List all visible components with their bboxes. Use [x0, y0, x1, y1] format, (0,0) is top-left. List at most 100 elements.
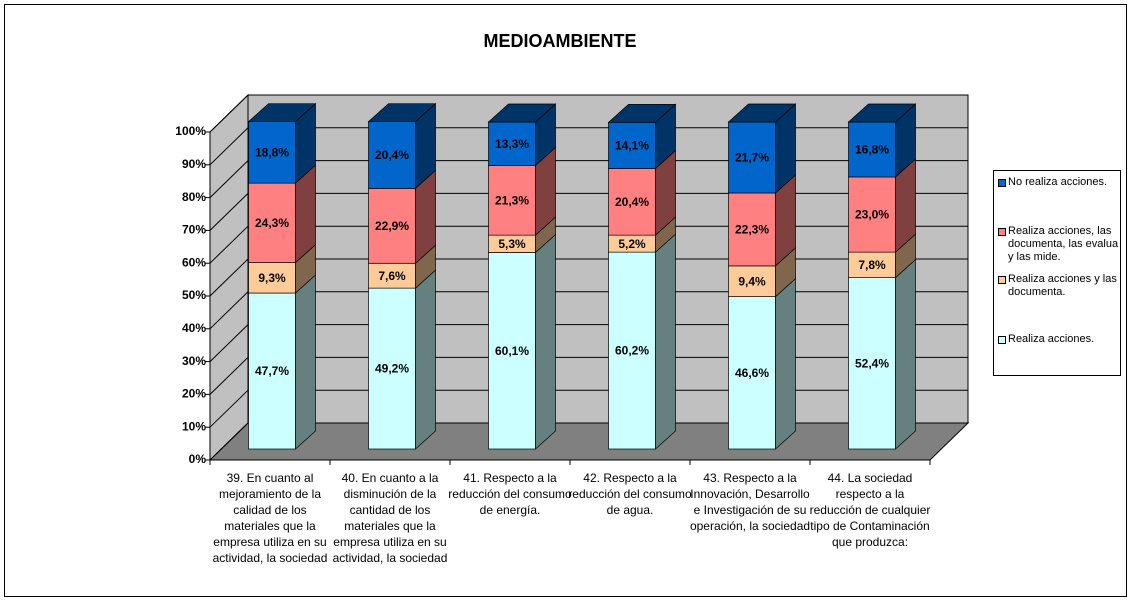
- bar-side: [895, 258, 916, 450]
- x-tick-label: 44. La sociedad respecto a la reducción …: [809, 471, 931, 549]
- data-label: 13,3%: [495, 137, 529, 151]
- x-tick-label: 39. En cuanto al mejoramiento de la cali…: [212, 471, 328, 565]
- grid-line: [209, 94, 968, 133]
- data-label: 5,3%: [498, 237, 526, 251]
- bar-front: [248, 262, 296, 294]
- legend-swatch: [998, 179, 1006, 187]
- bar-segment: [608, 149, 676, 236]
- data-label: 18,8%: [255, 146, 289, 160]
- grid-line: [209, 225, 968, 264]
- data-label: 9,4%: [738, 274, 766, 288]
- data-label: 7,8%: [858, 258, 886, 272]
- bar-segment: [848, 158, 916, 253]
- bar-segment: [608, 216, 676, 253]
- bar-front: [848, 176, 896, 253]
- bar-front: [728, 192, 776, 267]
- bar-side: [775, 277, 796, 450]
- data-label: 60,2%: [615, 344, 649, 358]
- bar-front: [728, 296, 776, 450]
- y-tick-label: 10%: [182, 419, 206, 433]
- bar-segment: [368, 269, 436, 450]
- grid-line: [209, 127, 968, 166]
- bar-segment: [247, 102, 317, 184]
- bar-segment: [248, 164, 316, 264]
- grid-line: [209, 389, 968, 428]
- bar-front: [728, 265, 776, 297]
- data-label: 21,7%: [735, 151, 769, 165]
- bar-side: [535, 233, 556, 450]
- y-tick-label: 60%: [182, 255, 206, 269]
- data-label: 9,3%: [258, 271, 286, 285]
- bar-segment: [728, 277, 796, 450]
- legend-swatch: [998, 228, 1006, 236]
- bar-segment: [487, 103, 557, 167]
- data-label: 20,4%: [615, 195, 649, 209]
- bar-segment: [488, 146, 556, 236]
- y-tick-label: 90%: [182, 157, 206, 171]
- data-label: 22,9%: [375, 219, 409, 233]
- bar-side: [295, 274, 316, 450]
- bar-segment: [248, 274, 316, 450]
- bar-top: [847, 103, 917, 123]
- y-tick-label: 20%: [182, 387, 206, 401]
- bar-side: [655, 233, 676, 450]
- y-tick-label: 100%: [175, 124, 206, 138]
- data-label: 22,3%: [735, 223, 769, 237]
- legend-swatch: [998, 276, 1006, 284]
- bar-front: [608, 168, 656, 236]
- bar-segment: [248, 243, 316, 294]
- x-tick-label: 40. En cuanto a la disminución de la can…: [332, 471, 448, 565]
- y-tick-label: 70%: [182, 223, 206, 237]
- bar-segment: [848, 233, 916, 279]
- x-tick-label: 42. Respecto a la reducción del consumo …: [568, 471, 692, 517]
- bar-front: [248, 292, 296, 450]
- bar-front: [488, 165, 536, 236]
- bar-segment: [488, 233, 556, 450]
- legend-label: Realiza acciones.: [1008, 333, 1095, 345]
- y-tick-label: 50%: [182, 288, 206, 302]
- y-tick-label: 0%: [189, 452, 207, 466]
- data-label: 60,1%: [495, 344, 529, 358]
- bar-segment: [368, 244, 436, 289]
- bar-top: [487, 103, 557, 123]
- data-label: 24,3%: [255, 216, 289, 230]
- x-tick-label: 43. Respecto a la Innovación, Desarrollo…: [689, 471, 811, 533]
- legend-label: No realiza acciones.: [1008, 176, 1108, 188]
- data-label: 7,6%: [378, 269, 406, 283]
- y-tick-label: 30%: [182, 354, 206, 368]
- bar-segment: [608, 233, 676, 450]
- grid-line: [209, 356, 968, 395]
- data-label: 20,4%: [375, 148, 409, 162]
- grid-line: [209, 324, 968, 362]
- bar-top: [367, 103, 437, 123]
- legend-label: Realiza acciones y las documenta.: [1008, 273, 1117, 298]
- bar-segment: [847, 103, 917, 178]
- y-tick-label: 80%: [182, 190, 206, 204]
- bar-segment: [607, 103, 677, 170]
- y-tick-label: 40%: [182, 321, 206, 335]
- bar-front: [728, 121, 776, 194]
- bar-side: [415, 269, 436, 450]
- data-label: 23,0%: [855, 208, 889, 222]
- grid-line: [209, 160, 968, 198]
- grid-line: [209, 422, 968, 461]
- data-label: 47,7%: [255, 364, 289, 378]
- legend-swatch: [998, 336, 1006, 344]
- bar-top: [727, 103, 797, 123]
- data-label: 14,1%: [615, 139, 649, 153]
- data-label: 16,8%: [855, 143, 889, 157]
- bar-segment: [367, 102, 437, 190]
- bar-front: [368, 262, 416, 289]
- bar-front: [248, 121, 296, 184]
- bar-segment: [728, 174, 796, 267]
- data-label: 52,4%: [855, 356, 889, 370]
- chart-title: MEDIOAMBIENTE: [484, 31, 637, 51]
- grid-line: [209, 258, 968, 297]
- x-tick-label: 41. Respecto a la reducción del consumo …: [448, 471, 572, 517]
- bar-front: [368, 287, 416, 450]
- legend-label: Realiza acciones, las documenta, las eva…: [1008, 225, 1119, 263]
- bar-front: [488, 252, 536, 450]
- bar-segment: [848, 258, 916, 450]
